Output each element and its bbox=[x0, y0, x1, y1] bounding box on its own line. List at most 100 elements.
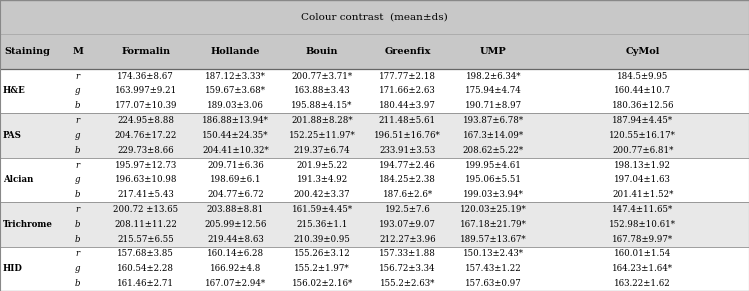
Text: 198.2±6.34*: 198.2±6.34* bbox=[465, 72, 521, 81]
Text: 208.62±5.22*: 208.62±5.22* bbox=[463, 146, 524, 155]
Text: M: M bbox=[72, 47, 83, 56]
Text: 155.26±3.12: 155.26±3.12 bbox=[294, 249, 351, 258]
Text: 157.68±3.85: 157.68±3.85 bbox=[118, 249, 174, 258]
Text: r: r bbox=[76, 72, 79, 81]
Text: 187.94±4.45*: 187.94±4.45* bbox=[612, 116, 673, 125]
Text: 199.03±3.94*: 199.03±3.94* bbox=[463, 190, 524, 199]
Text: 195.88±4.15*: 195.88±4.15* bbox=[291, 101, 353, 110]
Text: 233.91±3.53: 233.91±3.53 bbox=[379, 146, 436, 155]
Text: UMP: UMP bbox=[480, 47, 506, 56]
Text: 204.77±6.72: 204.77±6.72 bbox=[207, 190, 264, 199]
Text: 164.23±1.64*: 164.23±1.64* bbox=[612, 264, 673, 273]
Text: 161.46±2.71: 161.46±2.71 bbox=[117, 279, 175, 288]
Text: 212.27±3.96: 212.27±3.96 bbox=[379, 235, 436, 244]
Text: HID: HID bbox=[3, 264, 23, 273]
Text: b: b bbox=[75, 146, 80, 155]
Text: 157.43±1.22: 157.43±1.22 bbox=[465, 264, 521, 273]
Bar bbox=[0, 69, 749, 113]
Text: 200.42±3.37: 200.42±3.37 bbox=[294, 190, 351, 199]
Bar bbox=[0, 0, 749, 69]
Text: 187.6±2.6*: 187.6±2.6* bbox=[383, 190, 432, 199]
Text: b: b bbox=[75, 235, 80, 244]
Text: Hollande: Hollande bbox=[210, 47, 261, 56]
Text: 152.25±11.97*: 152.25±11.97* bbox=[288, 131, 356, 140]
Text: 195.06±5.51: 195.06±5.51 bbox=[464, 175, 522, 184]
Text: 167.78±9.97*: 167.78±9.97* bbox=[612, 235, 673, 244]
Text: 204.41±10.32*: 204.41±10.32* bbox=[202, 146, 269, 155]
Text: 200.72 ±13.65: 200.72 ±13.65 bbox=[113, 205, 178, 214]
Text: 210.39±0.95: 210.39±0.95 bbox=[294, 235, 351, 244]
Text: 160.44±10.7: 160.44±10.7 bbox=[614, 86, 671, 95]
Text: CyMol: CyMol bbox=[625, 47, 660, 56]
Text: 160.14±6.28: 160.14±6.28 bbox=[207, 249, 264, 258]
Bar bbox=[0, 246, 749, 291]
Text: Staining: Staining bbox=[4, 47, 51, 56]
Text: 120.55±16.17*: 120.55±16.17* bbox=[609, 131, 676, 140]
Text: 201.9±5.22: 201.9±5.22 bbox=[297, 161, 348, 170]
Bar bbox=[0, 202, 749, 246]
Text: 184.5±9.95: 184.5±9.95 bbox=[617, 72, 668, 81]
Text: 177.77±2.18: 177.77±2.18 bbox=[379, 72, 436, 81]
Text: 147.4±11.65*: 147.4±11.65* bbox=[612, 205, 673, 214]
Text: b: b bbox=[75, 220, 80, 229]
Text: 193.87±6.78*: 193.87±6.78* bbox=[463, 116, 524, 125]
Text: 186.88±13.94*: 186.88±13.94* bbox=[202, 116, 269, 125]
Text: Bouin: Bouin bbox=[306, 47, 339, 56]
Text: r: r bbox=[76, 161, 79, 170]
Text: 215.36±1.1: 215.36±1.1 bbox=[297, 220, 348, 229]
Text: 204.76±17.22: 204.76±17.22 bbox=[115, 131, 177, 140]
Text: Colour contrast  (mean±ds): Colour contrast (mean±ds) bbox=[301, 13, 448, 22]
Text: 197.04±1.63: 197.04±1.63 bbox=[614, 175, 671, 184]
Text: 209.71±6.36: 209.71±6.36 bbox=[207, 161, 264, 170]
Text: 180.44±3.97: 180.44±3.97 bbox=[379, 101, 436, 110]
Text: 120.03±25.19*: 120.03±25.19* bbox=[460, 205, 527, 214]
Text: 167.07±2.94*: 167.07±2.94* bbox=[205, 279, 266, 288]
Text: 174.36±8.67: 174.36±8.67 bbox=[118, 72, 174, 81]
Text: 150.44±24.35*: 150.44±24.35* bbox=[202, 131, 269, 140]
Text: 157.63±0.97: 157.63±0.97 bbox=[465, 279, 521, 288]
Text: 194.77±2.46: 194.77±2.46 bbox=[379, 161, 436, 170]
Text: 191.3±4.92: 191.3±4.92 bbox=[297, 175, 348, 184]
Text: 189.03±3.06: 189.03±3.06 bbox=[207, 101, 264, 110]
Text: 155.2±1.97*: 155.2±1.97* bbox=[294, 264, 350, 273]
Text: g: g bbox=[75, 131, 80, 140]
Text: Formalin: Formalin bbox=[121, 47, 170, 56]
Text: 198.69±6.1: 198.69±6.1 bbox=[210, 175, 261, 184]
Text: g: g bbox=[75, 175, 80, 184]
Bar bbox=[0, 113, 749, 158]
Text: 219.37±6.74: 219.37±6.74 bbox=[294, 146, 351, 155]
Text: 189.57±13.67*: 189.57±13.67* bbox=[460, 235, 527, 244]
Text: 198.13±1.92: 198.13±1.92 bbox=[614, 161, 671, 170]
Text: 200.77±3.71*: 200.77±3.71* bbox=[291, 72, 353, 81]
Text: 199.95±4.61: 199.95±4.61 bbox=[465, 161, 521, 170]
Text: 157.33±1.88: 157.33±1.88 bbox=[379, 249, 436, 258]
Text: 219.44±8.63: 219.44±8.63 bbox=[207, 235, 264, 244]
Text: 155.2±2.63*: 155.2±2.63* bbox=[380, 279, 435, 288]
Text: g: g bbox=[75, 86, 80, 95]
Text: 160.54±2.28: 160.54±2.28 bbox=[117, 264, 175, 273]
Text: 163.997±9.21: 163.997±9.21 bbox=[115, 86, 177, 95]
Text: 167.3±14.09*: 167.3±14.09* bbox=[463, 131, 524, 140]
Text: 177.07±10.39: 177.07±10.39 bbox=[115, 101, 177, 110]
Text: 217.41±5.43: 217.41±5.43 bbox=[118, 190, 174, 199]
Text: 156.02±2.16*: 156.02±2.16* bbox=[291, 279, 353, 288]
Text: 156.72±3.34: 156.72±3.34 bbox=[379, 264, 436, 273]
Text: 161.59±4.45*: 161.59±4.45* bbox=[291, 205, 353, 214]
Text: 184.25±2.38: 184.25±2.38 bbox=[379, 175, 436, 184]
Text: 208.11±11.22: 208.11±11.22 bbox=[115, 220, 177, 229]
Text: Trichrome: Trichrome bbox=[3, 220, 53, 229]
Text: 152.98±10.61*: 152.98±10.61* bbox=[609, 220, 676, 229]
Text: PAS: PAS bbox=[3, 131, 22, 140]
Text: 196.63±10.98: 196.63±10.98 bbox=[115, 175, 177, 184]
Text: 215.57±6.55: 215.57±6.55 bbox=[118, 235, 174, 244]
Text: 196.51±16.76*: 196.51±16.76* bbox=[374, 131, 441, 140]
Text: 150.13±2.43*: 150.13±2.43* bbox=[463, 249, 524, 258]
Text: H&E: H&E bbox=[3, 86, 25, 95]
Text: 195.97±12.73: 195.97±12.73 bbox=[115, 161, 177, 170]
Text: Greenfix: Greenfix bbox=[384, 47, 431, 56]
Text: 171.66±2.63: 171.66±2.63 bbox=[379, 86, 436, 95]
Text: 166.92±4.8: 166.92±4.8 bbox=[210, 264, 261, 273]
Text: r: r bbox=[76, 205, 79, 214]
Text: 211.48±5.61: 211.48±5.61 bbox=[379, 116, 436, 125]
Text: b: b bbox=[75, 279, 80, 288]
